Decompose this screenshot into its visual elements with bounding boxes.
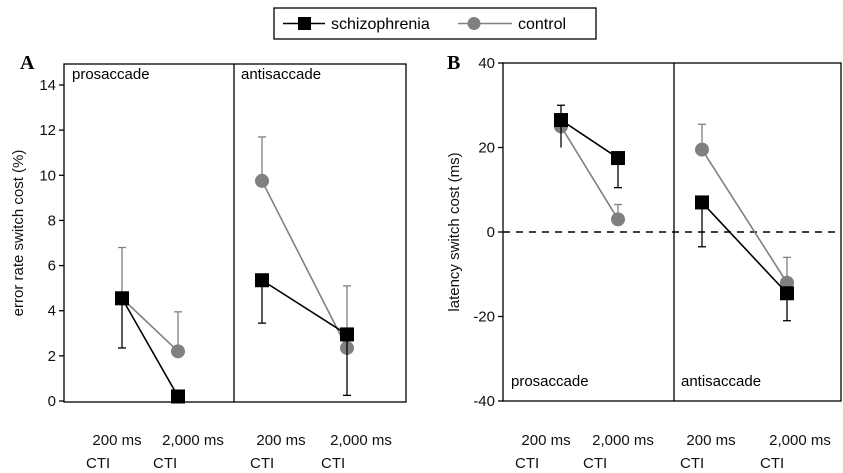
point-schizophrenia — [255, 273, 269, 288]
series-line-control — [261, 180, 348, 349]
series-line-control — [121, 297, 179, 352]
x-tick-label: 2,000 ms — [592, 432, 654, 449]
y-tick-label: -40 — [473, 393, 495, 410]
x-tick-label-line2: CTI — [250, 455, 274, 472]
x-tick-label: 200 ms — [686, 432, 735, 449]
point-control — [695, 142, 709, 157]
point-schizophrenia — [340, 327, 354, 342]
x-tick-label: 2,000 ms — [330, 432, 392, 449]
y-tick-label: 40 — [478, 55, 495, 72]
panel-a-frame — [63, 63, 407, 403]
point-schizophrenia — [695, 195, 709, 210]
legend: schizophrenia control — [273, 7, 597, 40]
y-tick-label: 14 — [39, 77, 56, 94]
series-line-control — [701, 149, 788, 284]
panel-a: A prosaccade antisaccade error rate swit… — [10, 52, 407, 472]
x-tick-label-line2: CTI — [153, 455, 177, 472]
point-schizophrenia — [611, 151, 625, 166]
point-schizophrenia — [780, 286, 794, 301]
series-line-control — [560, 125, 619, 220]
panel-b-prosaccade-label: prosaccade — [511, 373, 589, 390]
panel-b-ylabel: latency switch cost (ms) — [446, 152, 463, 311]
y-tick-label: -20 — [473, 309, 495, 326]
point-control — [611, 212, 625, 227]
panel-a-prosaccade-label: prosaccade — [72, 66, 150, 83]
x-tick-label: 200 ms — [521, 432, 570, 449]
y-tick-label: 8 — [48, 212, 56, 229]
point-control — [255, 173, 269, 188]
legend-label-schizophrenia: schizophrenia — [331, 16, 430, 33]
point-control — [171, 344, 185, 359]
series-line-schizophrenia — [121, 297, 179, 397]
x-tick-label: 2,000 ms — [769, 432, 831, 449]
panel-a-antisaccade-label: antisaccade — [241, 66, 321, 83]
panel-letter-a: A — [20, 52, 35, 74]
point-schizophrenia — [171, 389, 185, 404]
panel-a-ylabel: error rate switch cost (%) — [10, 150, 27, 317]
series-line-schizophrenia — [560, 119, 619, 159]
x-tick-label-line2: CTI — [515, 455, 539, 472]
y-tick-label: 0 — [48, 393, 56, 410]
point-schizophrenia — [115, 291, 129, 306]
panel-b: B prosaccade antisaccade latency switch … — [446, 52, 842, 472]
y-tick-label: 20 — [478, 140, 495, 157]
y-tick-label: 10 — [39, 167, 56, 184]
legend-marker-control — [467, 17, 481, 30]
point-control — [780, 275, 794, 290]
y-tick-label: 0 — [487, 224, 495, 241]
y-tick-label: 6 — [48, 258, 56, 275]
x-tick-label: 2,000 ms — [162, 432, 224, 449]
x-tick-label-line2: CTI — [583, 455, 607, 472]
series-line-schizophrenia — [261, 279, 348, 336]
panel-b-antisaccade-label: antisaccade — [681, 373, 761, 390]
legend-frame — [273, 7, 597, 40]
y-tick-label: 12 — [39, 122, 56, 139]
x-tick-label-line2: CTI — [760, 455, 784, 472]
x-tick-label-line2: CTI — [86, 455, 110, 472]
panel-b-marks — [554, 104, 794, 322]
x-tick-label-line2: CTI — [680, 455, 704, 472]
panel-b-x-ticks: 200 ms CTI 2,000 ms CTI 200 ms CTI 2,000 ms CTI — [515, 432, 831, 472]
panel-a-marks — [115, 136, 354, 404]
legend-label-control: control — [518, 16, 566, 33]
legend-marker-schizophrenia — [298, 17, 311, 30]
x-tick-label: 200 ms — [256, 432, 305, 449]
y-tick-label: 4 — [48, 303, 56, 320]
x-tick-label: 200 ms — [92, 432, 141, 449]
x-tick-label-line2: CTI — [321, 455, 345, 472]
panel-a-x-ticks: 200 ms CTI 2,000 ms CTI 200 ms CTI 2,000 ms CTI — [86, 432, 392, 472]
series-line-schizophrenia — [701, 201, 788, 294]
y-tick-label: 2 — [48, 348, 56, 365]
panel-b-y-ticks: -40 -20 0 20 40 — [473, 55, 503, 410]
panel-a-y-ticks: 0 2 4 6 8 10 12 14 — [39, 77, 64, 410]
panel-letter-b: B — [447, 52, 460, 74]
point-schizophrenia — [554, 113, 568, 128]
